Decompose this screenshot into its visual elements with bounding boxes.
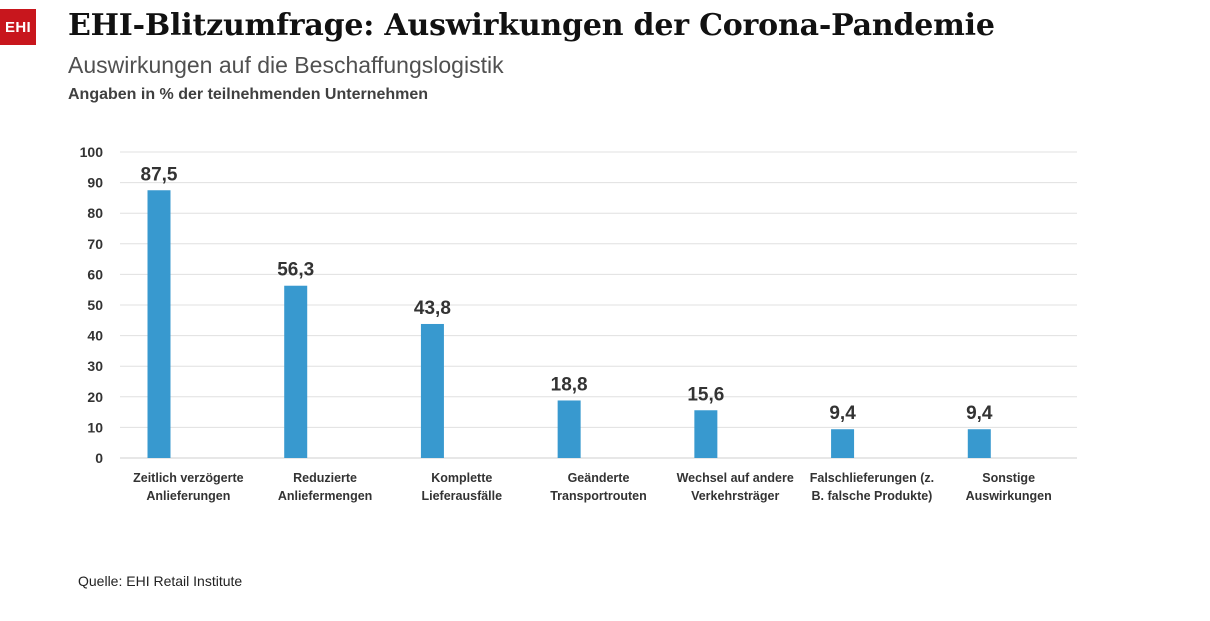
y-tick-label: 40 bbox=[87, 328, 103, 344]
y-tick-label: 30 bbox=[87, 358, 103, 374]
bar bbox=[284, 285, 308, 458]
data-label: 87,5 bbox=[141, 164, 178, 185]
y-tick-label: 70 bbox=[87, 236, 103, 252]
gridlines bbox=[120, 151, 1077, 459]
y-axis: 0 10 20 30 40 50 60 70 80 90 100 bbox=[80, 144, 104, 466]
bar bbox=[694, 410, 718, 458]
units-note: Angaben in % der teilnehmenden Unternehm… bbox=[68, 86, 429, 103]
page-subtitle: Auswirkungen auf die Beschaffungslogisti… bbox=[68, 52, 504, 78]
data-label: 15,6 bbox=[687, 384, 724, 405]
y-tick-label: 90 bbox=[87, 175, 103, 191]
x-category-label: Geänderte Transportrouten bbox=[550, 471, 647, 503]
data-label: 56,3 bbox=[277, 260, 314, 281]
bar bbox=[557, 400, 581, 458]
x-category-label: Falschlieferungen (z. B. falsche Produkte… bbox=[810, 471, 934, 503]
data-label: 43,8 bbox=[414, 298, 451, 319]
bars bbox=[147, 190, 991, 458]
y-tick-label: 0 bbox=[95, 450, 103, 466]
y-tick-label: 20 bbox=[87, 389, 103, 405]
x-axis: Zeitlich verzögerte Anlieferungen Reduzier… bbox=[133, 471, 1052, 503]
x-category-label: Zeitlich verzögerte Anlieferungen bbox=[133, 471, 243, 503]
bar bbox=[147, 190, 171, 458]
data-label: 18,8 bbox=[551, 374, 588, 395]
bar bbox=[420, 323, 444, 458]
source-note: Quelle: EHI Retail Institute bbox=[78, 573, 243, 589]
data-labels: 87,5 56,3 43,8 18,8 15,6 9,4 9,4 bbox=[141, 164, 993, 424]
x-category-label: Sonstige Auswirkungen bbox=[966, 471, 1052, 503]
y-tick-label: 10 bbox=[87, 419, 103, 435]
bar bbox=[967, 429, 991, 458]
y-tick-label: 50 bbox=[87, 297, 103, 313]
x-category-label: Wechsel auf andere Verkehrsträger bbox=[677, 471, 794, 503]
y-tick-label: 60 bbox=[87, 266, 103, 282]
bar-chart: 0 10 20 30 40 50 60 70 80 90 100 87,5 56,3 43,8 18,8 1… bbox=[80, 144, 1077, 503]
ehi-logo: EHI bbox=[0, 9, 36, 45]
bar bbox=[831, 429, 855, 458]
x-category-label: Komplette Lieferausfälle bbox=[421, 471, 502, 503]
x-category-label: Reduzierte Anliefermengen bbox=[278, 471, 372, 503]
y-tick-label: 80 bbox=[87, 205, 103, 221]
data-label: 9,4 bbox=[829, 403, 856, 424]
data-label: 9,4 bbox=[966, 403, 993, 424]
page-title: EHI-Blitzumfrage: Auswirkungen der Coron… bbox=[68, 8, 995, 43]
y-tick-label: 100 bbox=[80, 144, 104, 160]
